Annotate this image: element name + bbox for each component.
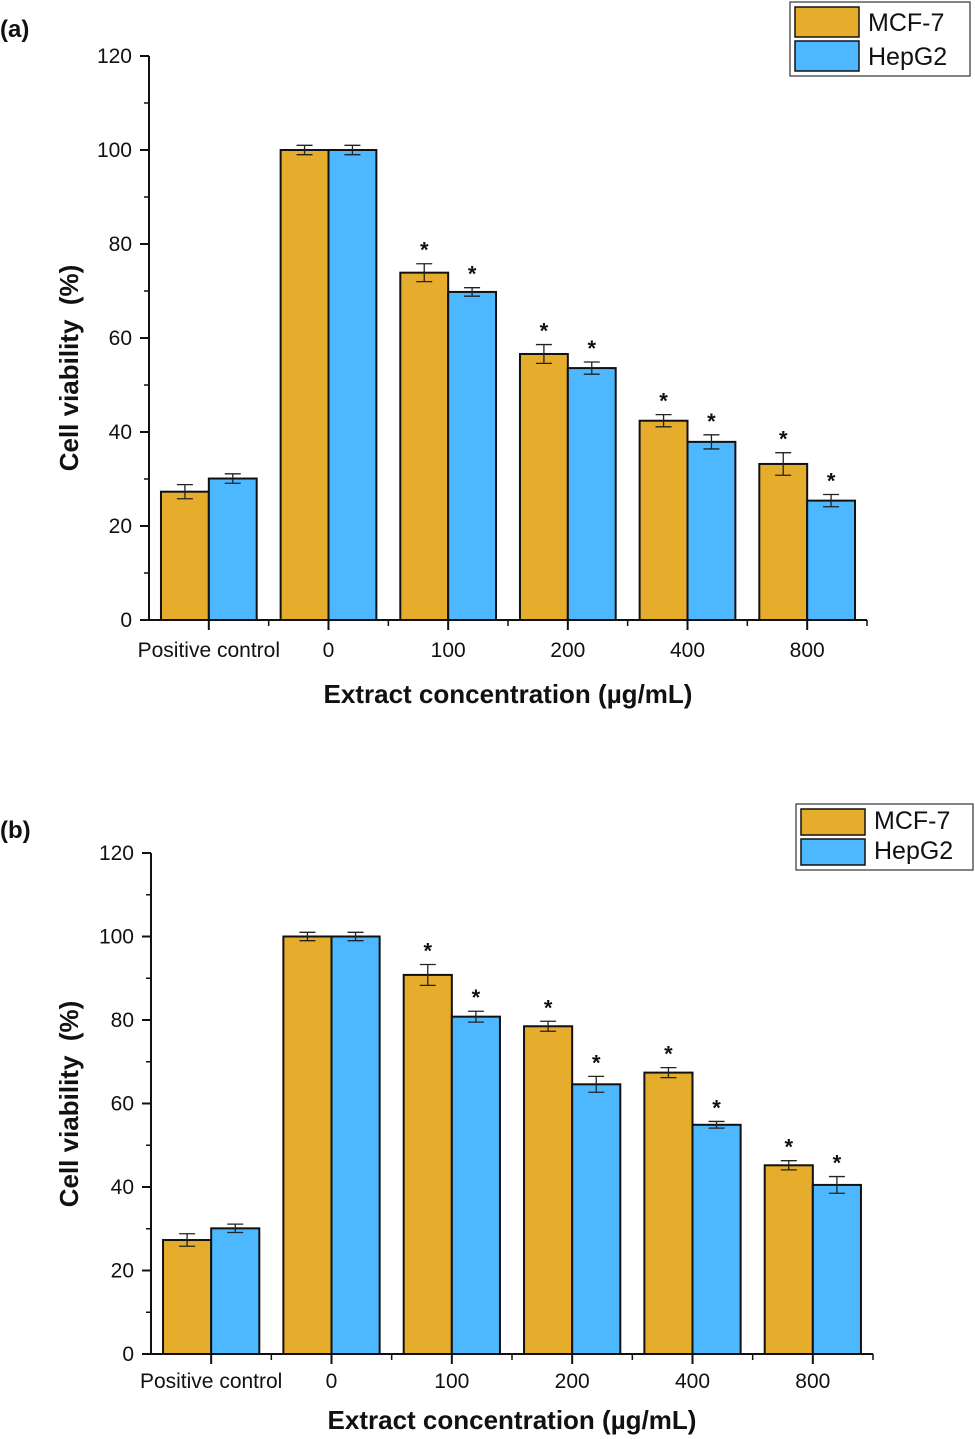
- y-tick-label: 0: [120, 609, 132, 632]
- bar-hepg2-1: [327, 149, 378, 621]
- bar-mcf7-0: [159, 490, 210, 621]
- legend: MCF-7 HepG2: [789, 1, 971, 77]
- legend-label-hepg2: HepG2: [874, 837, 953, 865]
- y-tick-label: 40: [111, 1176, 134, 1199]
- significance-star: *: [827, 469, 836, 494]
- y-tick-label: 60: [109, 327, 132, 350]
- legend-label-mcf7: MCF-7: [868, 9, 944, 37]
- x-tick-label: 400: [670, 639, 705, 662]
- significance-star: *: [472, 985, 481, 1010]
- significance-star: *: [659, 389, 668, 414]
- x-tick-label: 100: [434, 1370, 469, 1393]
- x-tick-label: 0: [323, 639, 335, 662]
- bar-mcf7-0: [162, 1239, 213, 1355]
- bar-hepg2-5: [811, 1183, 862, 1355]
- bar-mcf7-3: [518, 352, 569, 621]
- significance-star: *: [544, 995, 553, 1020]
- legend-label-hepg2: HepG2: [868, 43, 947, 71]
- bar-mcf7-4: [638, 419, 689, 621]
- bar-hepg2-4: [691, 1123, 742, 1355]
- bar-mcf7-1: [279, 149, 330, 621]
- bar-hepg2-4: [686, 440, 737, 621]
- x-tick-label: 200: [550, 639, 585, 662]
- significance-star: *: [540, 319, 549, 344]
- bar-hepg2-1: [330, 935, 381, 1355]
- significance-star: *: [707, 409, 716, 434]
- y-tick-label: 120: [97, 45, 132, 68]
- x-tick-label: 100: [431, 639, 466, 662]
- legend-swatch-mcf7: [794, 6, 860, 38]
- legend-swatch-hepg2: [800, 838, 866, 866]
- significance-star: *: [664, 1042, 673, 1067]
- bar-hepg2-0: [210, 1227, 261, 1356]
- significance-star: *: [712, 1095, 721, 1120]
- significance-star: *: [587, 336, 596, 361]
- legend-label-mcf7: MCF-7: [874, 807, 950, 835]
- y-tick-label: 0: [122, 1343, 134, 1366]
- y-axis-title: Cell viability (%): [54, 1001, 84, 1208]
- bar-mcf7-3: [523, 1025, 574, 1355]
- chart-panel-a: (a) 0 20 40 60 80 100 120 Positive control 0 * * 100…: [0, 1, 971, 709]
- y-tick-label: 60: [111, 1093, 134, 1116]
- y-tick-label: 100: [99, 926, 134, 949]
- y-tick-label: 20: [109, 515, 132, 538]
- bar-mcf7-2: [402, 973, 453, 1355]
- bar-mcf7-5: [763, 1164, 814, 1356]
- x-axis-title: Extract concentration (µg/mL): [328, 1405, 697, 1435]
- y-tick-label: 80: [109, 233, 132, 256]
- panel-label: (b): [0, 817, 31, 844]
- significance-star: *: [420, 238, 429, 263]
- significance-star: *: [423, 938, 432, 963]
- x-tick-label: 800: [795, 1370, 830, 1393]
- x-tick-label: 0: [326, 1370, 338, 1393]
- bar-mcf7-4: [643, 1071, 694, 1355]
- legend-swatch-mcf7: [800, 808, 866, 836]
- bar-hepg2-3: [566, 367, 617, 621]
- significance-star: *: [779, 427, 788, 452]
- x-tick-label: Positive control: [140, 1370, 282, 1393]
- bar-hepg2-2: [447, 290, 498, 621]
- bar-hepg2-5: [806, 499, 857, 621]
- significance-star: *: [468, 262, 477, 287]
- y-tick-label: 100: [97, 139, 132, 162]
- y-tick-label: 120: [99, 842, 134, 865]
- x-tick-label: Positive control: [138, 639, 280, 662]
- significance-star: *: [833, 1151, 842, 1176]
- bar-hepg2-0: [207, 477, 258, 621]
- legend-swatch-hepg2: [794, 40, 860, 72]
- chart-panel-b: (b) 0 20 40 60 80 100 120 Positive control 0 * * 100…: [0, 803, 974, 1435]
- y-axis-title: Cell viability (%): [54, 265, 84, 472]
- bar-hepg2-2: [450, 1015, 501, 1355]
- bar-mcf7-5: [758, 462, 809, 621]
- x-axis-title: Extract concentration (µg/mL): [324, 679, 693, 709]
- x-tick-label: 200: [555, 1370, 590, 1393]
- y-tick-label: 80: [111, 1009, 134, 1032]
- x-tick-label: 800: [790, 639, 825, 662]
- significance-star: *: [784, 1135, 793, 1160]
- significance-star: *: [592, 1050, 601, 1075]
- x-tick-label: 400: [675, 1370, 710, 1393]
- y-tick-label: 20: [111, 1260, 134, 1283]
- bar-mcf7-2: [399, 271, 450, 621]
- bar-hepg2-3: [571, 1083, 622, 1356]
- bar-mcf7-1: [282, 935, 333, 1355]
- y-tick-label: 40: [109, 421, 132, 444]
- panel-label: (a): [0, 16, 29, 43]
